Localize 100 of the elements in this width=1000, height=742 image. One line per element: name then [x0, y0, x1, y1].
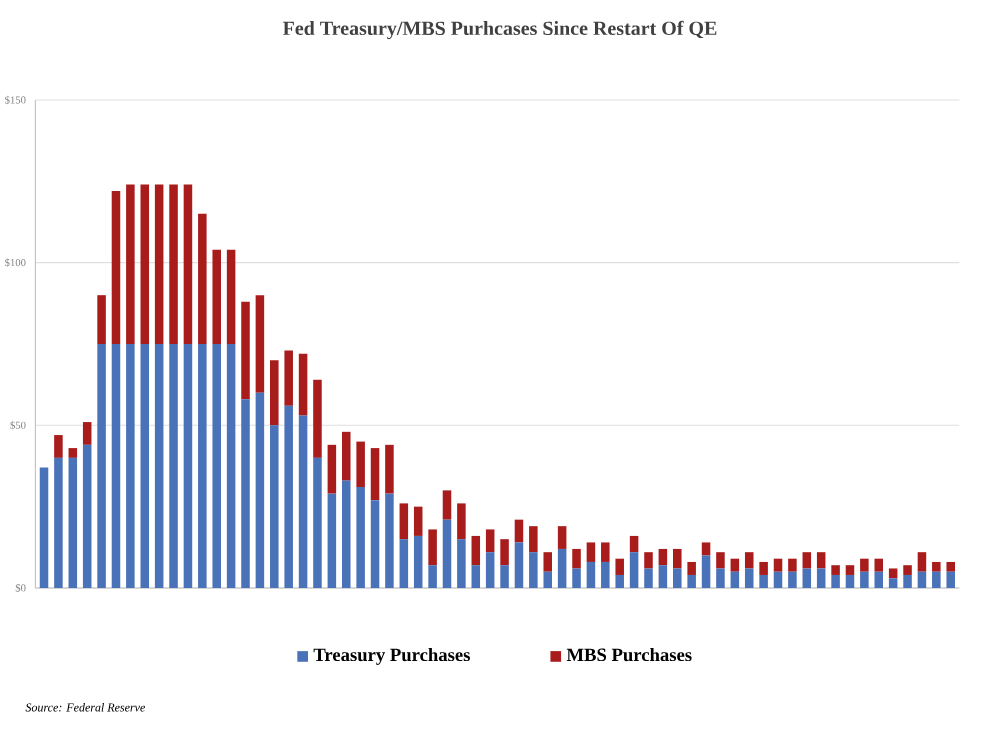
- bar: [111, 343, 121, 588]
- bar: [514, 542, 524, 588]
- bar: [543, 571, 553, 588]
- bar: [485, 552, 495, 588]
- bar: [658, 548, 668, 566]
- bar: [298, 353, 308, 416]
- bar: [629, 552, 639, 588]
- bar: [212, 343, 221, 588]
- bar: [917, 571, 927, 588]
- bar: [601, 542, 610, 562]
- bar: [615, 558, 624, 575]
- bar: [500, 539, 509, 566]
- bar: [586, 561, 596, 588]
- bar: [270, 425, 279, 588]
- bar: [514, 519, 524, 543]
- bar: [629, 535, 639, 553]
- bar: [529, 526, 538, 553]
- bar: [529, 552, 538, 588]
- bar: [816, 568, 826, 588]
- bar: [341, 480, 351, 588]
- bar: [399, 503, 409, 540]
- bar: [946, 561, 955, 572]
- bar: [888, 568, 898, 579]
- bar: [82, 422, 92, 445]
- bar: [39, 467, 49, 588]
- bar: [212, 249, 221, 344]
- bar: [198, 343, 207, 588]
- bar: [356, 441, 365, 488]
- bar: [241, 301, 250, 400]
- bar: [298, 415, 308, 588]
- bar: [140, 343, 150, 588]
- bar: [428, 529, 437, 566]
- bar: [831, 565, 840, 575]
- bar: [615, 574, 624, 588]
- bar: [140, 184, 150, 344]
- bar: [284, 350, 293, 406]
- bar: [385, 493, 394, 588]
- bar: [744, 552, 754, 569]
- bar: [226, 343, 236, 588]
- bar: [687, 574, 696, 588]
- bar: [313, 457, 322, 588]
- bar: [845, 565, 855, 575]
- bar: [673, 568, 682, 588]
- bar: [413, 506, 423, 536]
- bar: [428, 565, 437, 588]
- bar: [183, 184, 193, 344]
- bar: [673, 548, 682, 569]
- bar: [126, 343, 135, 588]
- bar: [270, 360, 279, 426]
- bar: [730, 571, 740, 588]
- bar: [759, 561, 768, 575]
- bar: [198, 213, 207, 344]
- bar: [860, 571, 869, 588]
- bar: [644, 568, 653, 588]
- bar: [82, 444, 92, 588]
- bar: [716, 568, 725, 588]
- bar: [831, 574, 840, 588]
- bar: [932, 561, 941, 572]
- bar: [370, 448, 380, 501]
- bar: [946, 571, 955, 588]
- legend-label: Treasury Purchases: [313, 648, 470, 665]
- bar: [399, 539, 409, 588]
- bar: [572, 548, 581, 569]
- bar: [111, 191, 121, 344]
- bar: [572, 568, 581, 588]
- bar: [500, 565, 509, 588]
- bar: [644, 552, 653, 569]
- bar: [773, 558, 783, 572]
- bar: [471, 565, 481, 588]
- bar: [701, 542, 711, 556]
- bar: [903, 565, 912, 575]
- bar: [442, 519, 452, 588]
- bar: [241, 399, 250, 588]
- bar: [658, 565, 668, 588]
- bar: [68, 448, 78, 458]
- bar: [313, 379, 322, 458]
- bar: [68, 457, 78, 588]
- bar: [845, 574, 855, 588]
- bar: [557, 526, 567, 549]
- legend-label: MBS Purchases: [566, 648, 692, 662]
- bar: [802, 568, 812, 588]
- bar: [97, 343, 106, 588]
- bar: [385, 444, 394, 494]
- bar: [874, 571, 884, 588]
- bar: [327, 444, 337, 494]
- bar: [816, 552, 826, 569]
- bar: [154, 184, 164, 344]
- bar: [802, 552, 812, 569]
- bar: [255, 392, 265, 588]
- bar: [759, 574, 768, 588]
- bar: [788, 558, 797, 572]
- bar: [874, 558, 884, 572]
- bar: [169, 343, 178, 588]
- bar: [370, 500, 380, 588]
- bar: [154, 343, 164, 588]
- bar: [341, 431, 351, 481]
- bar: [888, 578, 898, 588]
- bar: [730, 558, 740, 572]
- bar: [932, 571, 941, 588]
- bar: [126, 184, 135, 344]
